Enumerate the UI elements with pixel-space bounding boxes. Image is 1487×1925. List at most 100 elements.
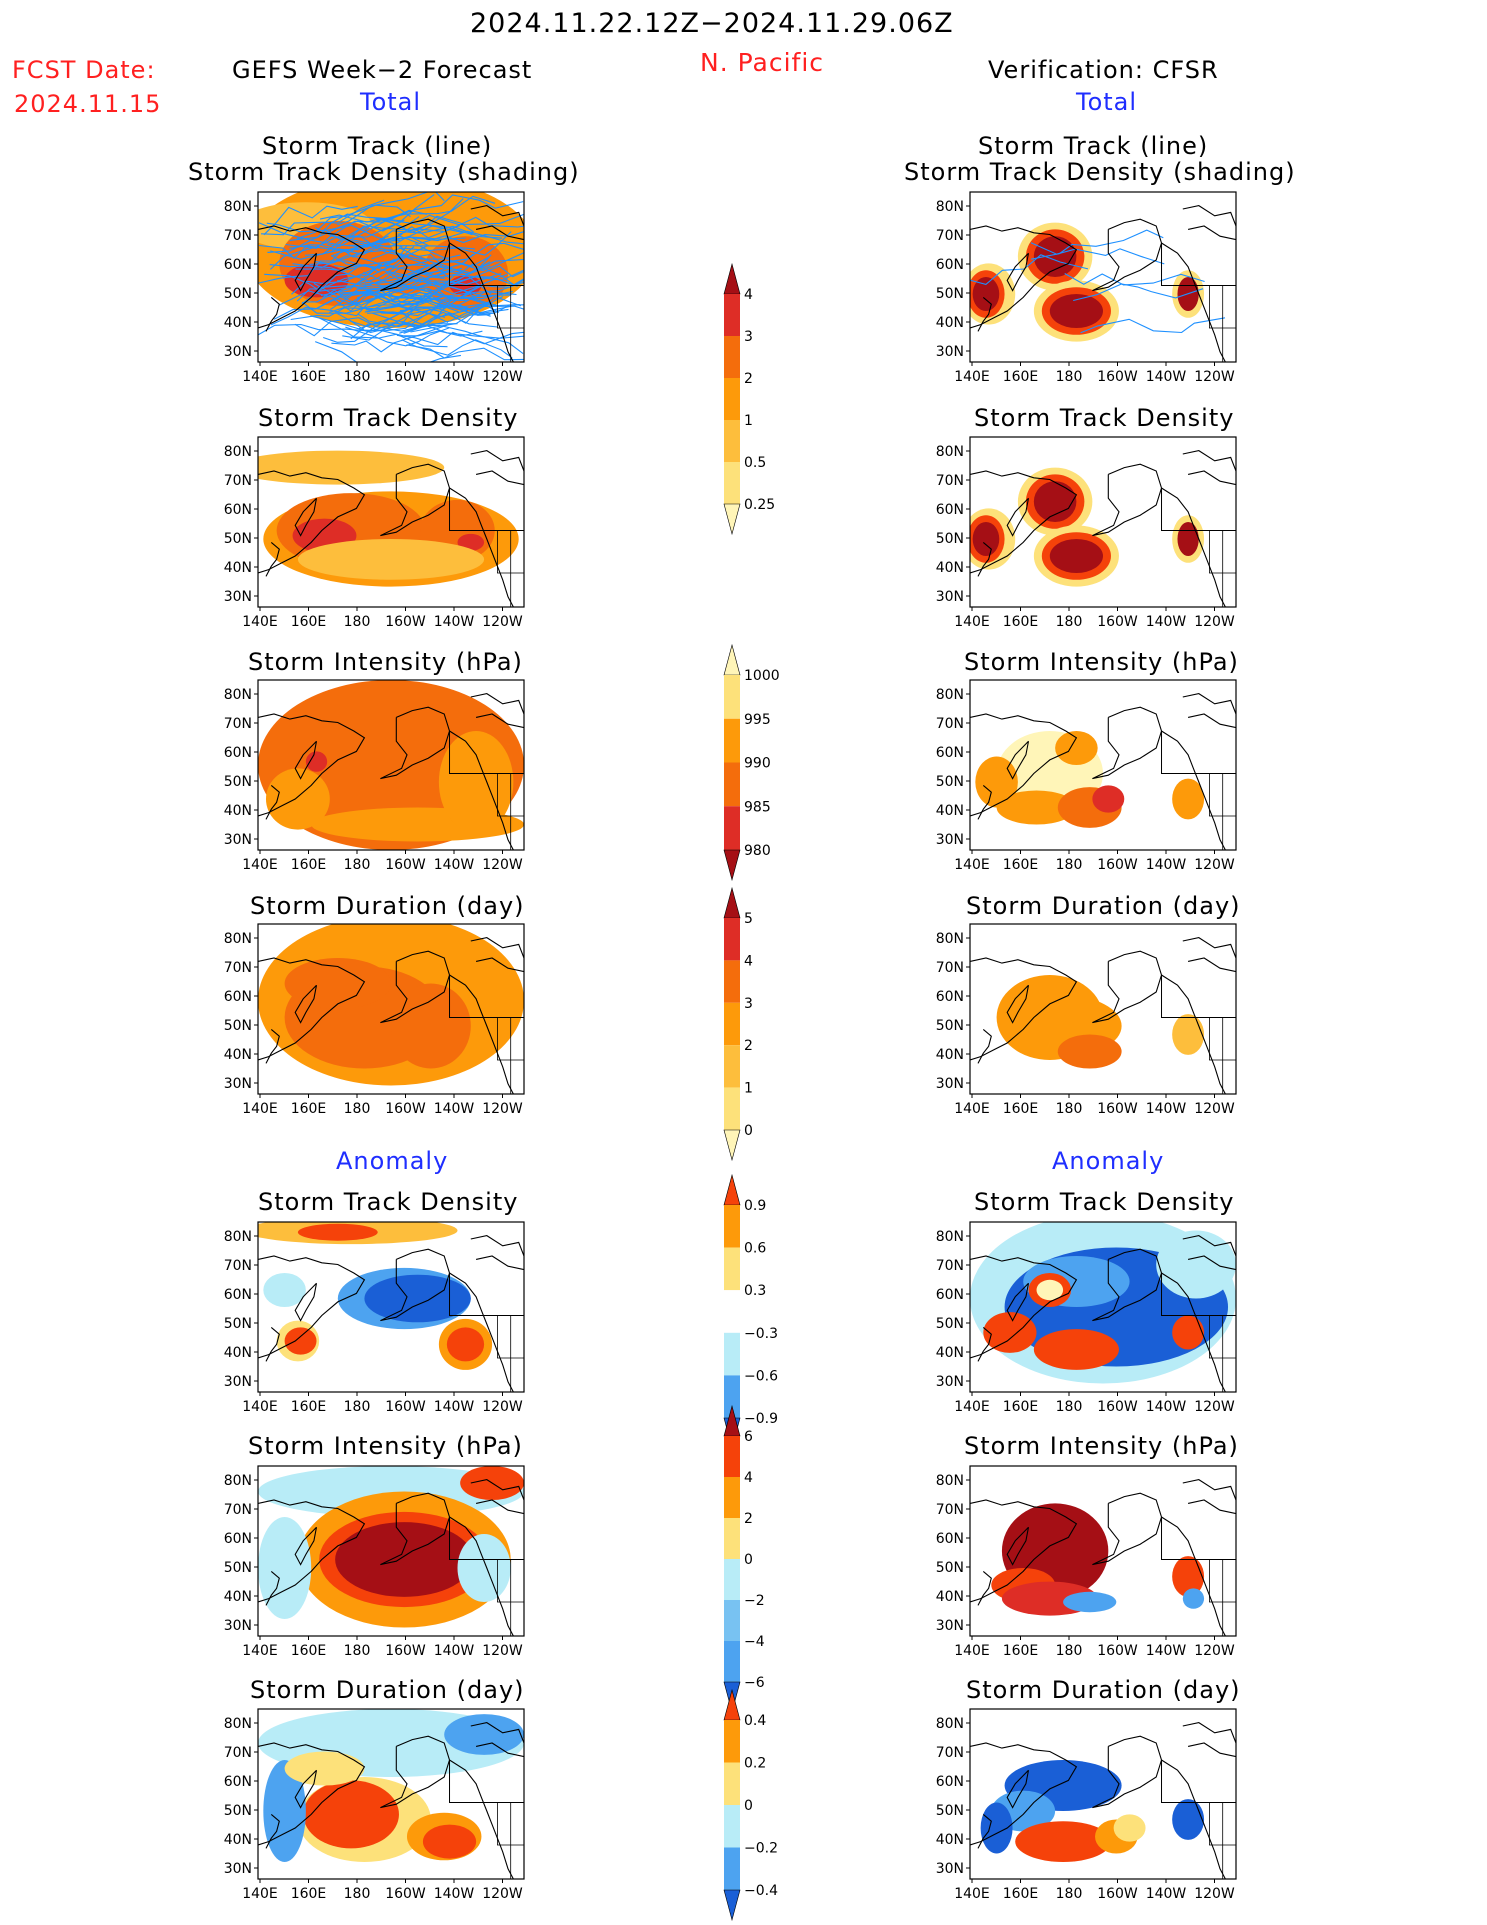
left-row3-panel-frame — [257, 679, 525, 851]
left-row1-lon-label: 120W — [482, 369, 523, 385]
colorbar-density-anomaly-swatch — [724, 1247, 740, 1291]
right-row2-lat-label: 50N — [936, 531, 964, 547]
left-row2-coastline — [380, 463, 451, 537]
right-row2-lon-label: 140E — [954, 614, 990, 630]
left-row1-state-lines — [497, 285, 524, 362]
right-row2-shading-cell — [972, 522, 1000, 556]
left-row3-state-lines — [497, 773, 524, 850]
right-row4-lat-label: 70N — [936, 960, 964, 976]
right-row7-lon-label: 160W — [1097, 1886, 1138, 1902]
left-row4-coastline — [294, 984, 318, 1024]
right-row1-lon-label: 160W — [1097, 369, 1138, 385]
right-row7-panel-frame — [969, 1708, 1237, 1880]
left-row1-track-line — [363, 195, 496, 231]
left-row4-lon-label: 160E — [291, 1101, 327, 1117]
colorbar-density-label: 1 — [744, 413, 753, 429]
left-row4-lon-label: 180 — [344, 1101, 371, 1117]
right-row3-panel-frame — [969, 679, 1237, 851]
colorbar-density-anomaly-top-arrow — [723, 1173, 741, 1206]
right-row1-map-panel: 80N 70N 60N 50N 40N 30N 140E 160E 180 160W 140W 120… — [936, 191, 1237, 385]
right-row2-coastline — [1187, 470, 1236, 486]
right-row1-lat-label: 60N — [936, 257, 964, 273]
right-row6-coastline — [1182, 1479, 1236, 1501]
left-row4-shading-cell — [391, 983, 471, 1069]
colorbar-duration-anomaly-swatch — [724, 1847, 740, 1890]
left-row4-lat-label: 70N — [224, 960, 252, 976]
right-intensity-anomaly-title: Storm Intensity (hPa) — [964, 1432, 1239, 1460]
left-duration-title: Storm Duration (day) — [250, 892, 525, 920]
left-row5-lat-label: 80N — [224, 1229, 252, 1245]
right-column-title: Verification: CFSR — [988, 56, 1219, 84]
colorbar-intensity-anomaly-label: 0 — [744, 1552, 753, 1568]
left-row1-track-line — [304, 216, 420, 256]
right-row2-coastline — [1092, 463, 1163, 537]
left-row7-shading-cell — [303, 1780, 399, 1849]
colorbar-density-anomaly-label: −0.9 — [744, 1411, 778, 1427]
right-row7-lon-label: 120W — [1194, 1886, 1235, 1902]
left-row1-coastline — [258, 225, 366, 329]
left-row1-track-line — [289, 210, 409, 241]
colorbar-duration-anomaly-label: 0.4 — [744, 1713, 766, 1729]
right-row5-lon-label: 180 — [1056, 1399, 1083, 1415]
left-row3-lat-label: 30N — [224, 832, 252, 848]
right-row2-lat-label: 30N — [936, 589, 964, 605]
right-row5-coastline — [1187, 1255, 1236, 1271]
left-row1-map-panel: 80N 70N 60N 50N 40N 30N 140E 160E 180 160W 140W 120… — [224, 191, 525, 385]
right-row2-lon-label: 140W — [1146, 614, 1187, 630]
right-row4-coastline — [1161, 974, 1226, 1094]
left-row1-track-line — [401, 339, 513, 359]
left-row6-shading-cell — [457, 1534, 511, 1602]
left-row4-coastline — [380, 950, 451, 1024]
right-row7-lat-label: 30N — [936, 1861, 964, 1877]
left-row1-track-line — [406, 344, 524, 361]
left-row2-shading-cell — [297, 539, 485, 580]
right-row2-coastline — [1161, 487, 1226, 607]
right-row1-track-line — [1080, 317, 1226, 334]
colorbar-density-swatch — [724, 462, 740, 504]
colorbar-intensity: 1000 995 990 985 980 — [723, 643, 780, 882]
right-row6-lon-label: 180 — [1056, 1643, 1083, 1659]
right-row3-shading-cell — [1055, 731, 1098, 765]
left-row6-lat-label: 40N — [224, 1589, 252, 1605]
left-row6-coastline — [475, 1499, 524, 1515]
left-track-line-title: Storm Track (line) — [262, 132, 493, 160]
right-row2-state-lines — [1209, 530, 1236, 607]
left-row6-coastline — [449, 1516, 514, 1636]
left-row1-lon-label: 160W — [385, 369, 426, 385]
right-row7-lat-label: 80N — [936, 1716, 964, 1732]
right-row3-lon-label: 140W — [1146, 857, 1187, 873]
left-row4-lat-label: 40N — [224, 1047, 252, 1063]
right-row6-lat-label: 50N — [936, 1560, 964, 1576]
colorbar-duration-top-arrow — [723, 886, 741, 919]
colorbar-density-top-arrow — [723, 262, 741, 295]
left-row1-lon-label: 140W — [434, 369, 475, 385]
right-row5-coastline — [1161, 1272, 1226, 1392]
left-row4-coastline — [449, 974, 514, 1094]
right-row7-lat-label: 50N — [936, 1803, 964, 1819]
left-row2-lon-label: 180 — [344, 614, 371, 630]
left-row5-shading-cell — [297, 1223, 378, 1241]
right-row4-lon-label: 160E — [1003, 1101, 1039, 1117]
right-row4-coastline — [1182, 937, 1236, 959]
left-row7-shading-cell — [263, 1760, 306, 1862]
right-row1-track-line — [1073, 283, 1204, 302]
colorbar-density-label: 3 — [744, 329, 753, 345]
left-row2-lon-label: 160E — [291, 614, 327, 630]
colorbar-duration-anomaly-label: −0.4 — [744, 1883, 778, 1899]
left-row5-coastline — [475, 1255, 524, 1271]
colorbar-density-anomaly-swatch — [724, 1375, 740, 1418]
right-row5-lon-label: 140E — [954, 1399, 990, 1415]
colorbar-intensity-top-arrow — [723, 643, 741, 676]
left-row3-coastline — [475, 713, 524, 729]
left-row6-lat-label: 30N — [224, 1618, 252, 1634]
right-row6-coastline — [1187, 1499, 1236, 1515]
left-row3-shading-cell — [438, 731, 514, 833]
right-row6-coastline — [1092, 1492, 1163, 1566]
region-title: N. Pacific — [700, 48, 825, 77]
left-row1-track-line — [397, 216, 524, 235]
left-row1-track-line — [385, 272, 502, 287]
left-row2-shading-cell — [457, 533, 485, 551]
left-anomaly-label: Anomaly — [336, 1147, 449, 1175]
right-row1-lat-label: 50N — [936, 286, 964, 302]
right-row1-coastline — [970, 225, 1078, 329]
